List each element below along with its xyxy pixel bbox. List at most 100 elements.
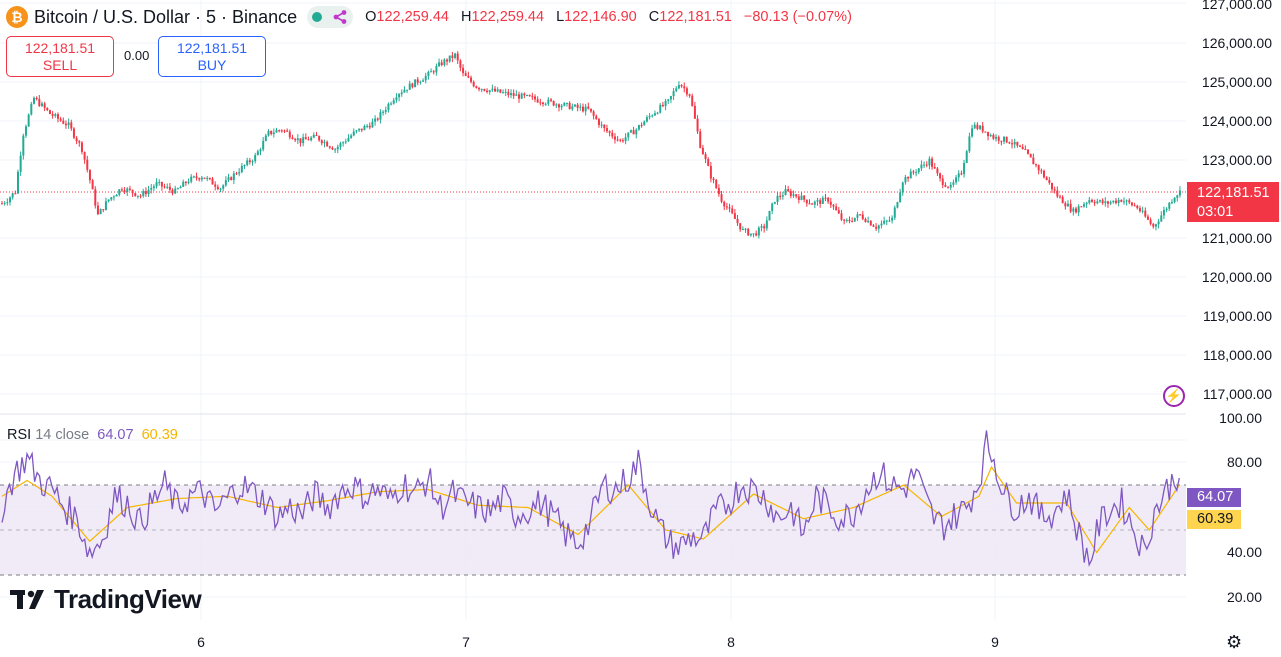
bitcoin-icon[interactable]: ₿ <box>6 6 28 28</box>
candle-body <box>1114 200 1117 203</box>
candle-body <box>808 203 811 205</box>
candle-body <box>1178 190 1181 196</box>
candle-body <box>848 219 851 222</box>
candle-body <box>112 196 115 198</box>
candle-body <box>1085 202 1088 205</box>
candle-body <box>248 160 251 163</box>
candle-body <box>805 199 808 204</box>
candle-body <box>944 184 947 187</box>
candle-body <box>629 130 632 133</box>
candle-body <box>499 89 502 93</box>
candle-body <box>595 115 598 120</box>
candle-body <box>107 199 110 202</box>
price-axis[interactable]: 127,000.00 126,000.00 125,000.00 124,000.00… <box>1202 0 1272 402</box>
candle-body <box>1082 204 1085 207</box>
candle-body <box>355 130 358 132</box>
rsi-axis[interactable]: 100.00 80.00 40.00 20.00 <box>1219 410 1262 605</box>
candle-body <box>1019 145 1022 147</box>
candle-body <box>864 219 867 222</box>
candle-body <box>821 197 824 204</box>
candle-body <box>534 96 536 100</box>
candle-body <box>323 141 326 144</box>
candle-body <box>1122 201 1125 203</box>
candle-body <box>1157 221 1160 225</box>
candle-body <box>502 92 505 94</box>
candle-body <box>992 135 995 139</box>
candle-body <box>174 188 177 194</box>
candle-body <box>1165 208 1168 210</box>
candle-body <box>390 103 393 105</box>
candle-body <box>70 122 73 129</box>
candle-body <box>787 189 790 192</box>
candle-body <box>619 139 622 141</box>
candle-body <box>366 125 369 127</box>
candle-body <box>637 125 640 130</box>
candle-body <box>235 173 238 175</box>
candle-body <box>166 186 169 188</box>
candle-body <box>797 196 800 200</box>
candle-body <box>949 184 952 188</box>
candle-body <box>659 104 662 113</box>
candle-body <box>126 188 129 192</box>
candle-body <box>326 141 329 147</box>
candle-body <box>1 203 3 205</box>
candle-body <box>299 138 302 144</box>
candle-body <box>893 207 896 218</box>
candle-body <box>997 136 1000 141</box>
candle-body <box>621 140 624 142</box>
candle-body <box>1043 170 1046 178</box>
candle-body <box>853 217 856 222</box>
rsi-line <box>1 430 1180 567</box>
tradingview-logo[interactable]: TradingView <box>10 584 202 615</box>
candle-body <box>118 189 121 195</box>
candle-body <box>296 138 299 141</box>
candle-body <box>680 84 683 87</box>
high-value: 122,259.44 <box>471 9 545 25</box>
candle-body <box>987 131 990 137</box>
market-status-pill[interactable] <box>307 6 354 28</box>
candle-body <box>307 139 310 141</box>
buy-button[interactable]: 122,181.51 BUY <box>158 36 266 77</box>
candle-body <box>1029 153 1032 158</box>
candle-body <box>803 195 806 200</box>
candle-body <box>374 118 377 122</box>
candle-body <box>368 125 371 128</box>
candle-body <box>3 203 6 205</box>
candles <box>1 51 1181 239</box>
candle-body <box>1016 141 1019 146</box>
candle-body <box>35 97 38 99</box>
candle-body <box>701 147 704 155</box>
candle-body <box>160 181 163 187</box>
candle-body <box>933 166 936 169</box>
gear-icon[interactable]: ⚙ <box>1226 632 1243 652</box>
candle-body <box>142 191 145 196</box>
candle-body <box>899 192 902 203</box>
price-axis-label: 119,000.00 <box>1203 308 1272 324</box>
candle-body <box>432 71 435 73</box>
candle-body <box>275 130 278 133</box>
candle-body <box>1000 140 1003 142</box>
candle-body <box>462 67 465 74</box>
candle-body <box>1061 196 1064 204</box>
candle-body <box>592 111 595 116</box>
rsi-ma-value-tag: 60.39 <box>1187 510 1241 529</box>
candle-body <box>875 226 878 229</box>
time-axis[interactable]: 6 7 8 9 <box>197 634 999 650</box>
candle-body <box>408 83 411 90</box>
rsi-legend[interactable]: RSI 14 close 64.07 60.39 <box>7 427 178 443</box>
rsi-axis-label: 20.00 <box>1227 589 1262 605</box>
sell-button[interactable]: 122,181.51 SELL <box>6 36 114 77</box>
candle-body <box>158 181 161 183</box>
candle-body <box>1013 141 1016 145</box>
candle-body <box>443 59 446 66</box>
candle-body <box>262 140 265 150</box>
candle-body <box>688 94 691 96</box>
candle-body <box>91 180 94 190</box>
candle-body <box>54 114 57 116</box>
symbol-title[interactable]: Bitcoin / U.S. Dollar · 5 · Binance <box>34 6 298 27</box>
candle-body <box>478 88 481 90</box>
lightning-icon[interactable]: ⚡ <box>1163 385 1185 407</box>
candle-body <box>845 219 848 221</box>
candle-body <box>320 140 323 144</box>
